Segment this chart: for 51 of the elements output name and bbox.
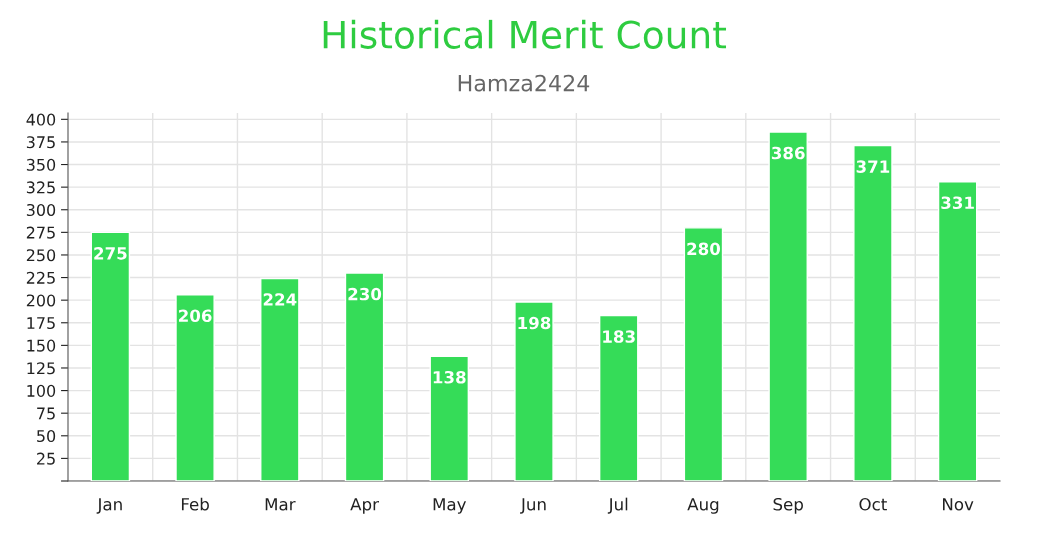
x-tick-label: Mar (265, 498, 296, 511)
x-tick-label: Jul (607, 497, 628, 514)
x-tick-label: Sep (773, 497, 803, 514)
bar (175, 294, 215, 481)
data-label: 371 (856, 160, 890, 173)
chart-subtitle: Hamza2424 (458, 74, 590, 92)
y-tick-label: 375 (26, 136, 55, 149)
y-tick-label: 325 (26, 181, 55, 194)
chart-title: Historical Merit Count (323, 19, 727, 49)
x-tick-label: Oct (859, 497, 887, 511)
x-tick-label: Nov (943, 498, 974, 511)
x-tick-label: Feb (181, 497, 209, 511)
data-label: 206 (179, 309, 212, 323)
y-tick-label: 275 (26, 226, 55, 239)
y-tick-label: 75 (37, 407, 55, 420)
bar (429, 355, 470, 481)
y-tick-label: 300 (26, 203, 56, 217)
data-label: 230 (348, 287, 382, 301)
x-tick-label: Apr (350, 498, 379, 514)
bar (768, 131, 808, 481)
y-tick-label: 100 (27, 384, 56, 397)
bar (853, 144, 893, 481)
y-tick-label: 400 (26, 113, 56, 126)
y-tick-label: 125 (27, 362, 55, 375)
x-tick-label: Aug (687, 498, 719, 514)
y-tick-label: 200 (26, 294, 56, 307)
bar (598, 314, 639, 481)
bar (344, 272, 385, 481)
bar (90, 231, 131, 481)
data-label: 224 (263, 293, 297, 306)
data-label: 275 (94, 247, 127, 260)
data-label: 138 (433, 370, 466, 384)
data-label: 280 (687, 242, 721, 256)
y-tick-label: 150 (27, 339, 56, 352)
bar (937, 181, 978, 481)
y-tick-label: 225 (26, 271, 55, 284)
x-tick-label: May (433, 498, 466, 514)
data-label: 198 (518, 316, 551, 330)
y-tick-label: 25 (37, 452, 55, 465)
data-label: 183 (603, 330, 635, 343)
y-tick-label: 50 (37, 430, 56, 443)
data-label: 386 (771, 146, 805, 160)
x-tick-label: Jun (520, 498, 546, 514)
y-tick-label: 350 (26, 158, 56, 171)
x-tick-label: Jan (96, 498, 122, 514)
y-tick-label: 250 (26, 249, 56, 262)
data-label: 331 (941, 196, 974, 210)
y-tick-label: 175 (27, 317, 55, 330)
bar (260, 277, 300, 481)
bar (514, 301, 554, 481)
bar (683, 227, 724, 481)
